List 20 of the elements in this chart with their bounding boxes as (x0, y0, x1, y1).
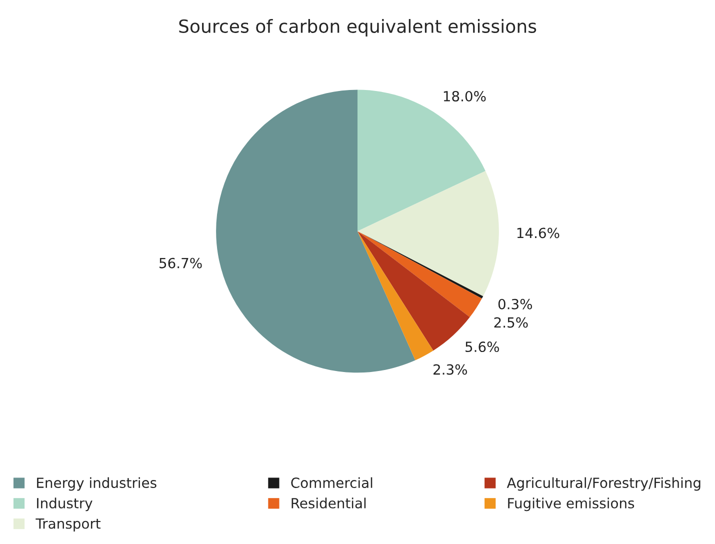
chart-title: Sources of carbon equivalent emissions (179, 19, 536, 37)
data-label: 5.6% (466, 342, 499, 352)
pie-slice (358, 231, 482, 318)
data-label: 2.5% (494, 317, 528, 328)
pie-slice (358, 170, 499, 296)
data-label: 2.3% (434, 364, 468, 375)
pie-slice (358, 90, 486, 232)
legend-label: Agricultural/Forestry/Fishing (506, 477, 700, 491)
data-label: 18.0% (444, 90, 486, 102)
data-label: 14.6% (517, 228, 560, 238)
legend-label: Residential (292, 498, 366, 508)
legend-label: Energy industries (37, 477, 156, 491)
data-label: 56.7% (160, 258, 202, 268)
pie-slice (216, 90, 416, 373)
legend-label: Transport (36, 518, 101, 532)
legend-label: Commercial (291, 477, 372, 488)
legend-label: Industry (37, 498, 92, 512)
legend-label: Fugitive emissions (508, 498, 634, 512)
data-label: 0.3% (498, 298, 532, 310)
pie-slice (358, 231, 434, 360)
